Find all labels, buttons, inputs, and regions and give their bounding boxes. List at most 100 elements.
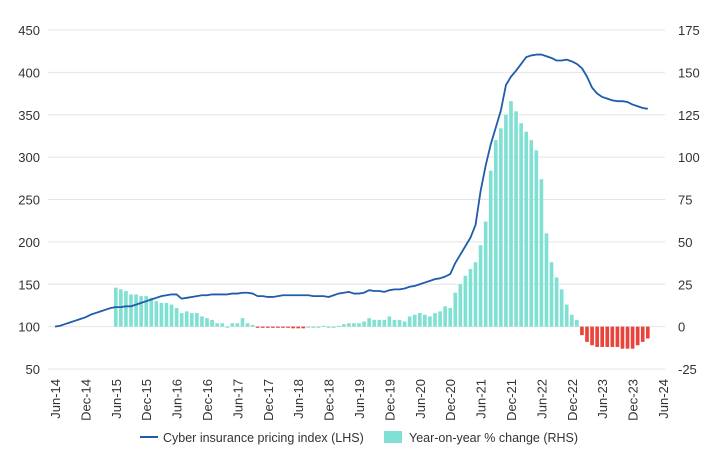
yoy-bar <box>174 307 179 327</box>
yoy-bar <box>139 296 143 327</box>
x-tick-label: Dec-20 <box>443 379 458 421</box>
yoy-bar <box>311 326 316 328</box>
yoy-bar <box>225 326 230 328</box>
yoy-bar <box>549 262 554 327</box>
yoy-bar <box>620 326 625 349</box>
yoy-bar <box>367 318 371 327</box>
yoy-bar <box>387 316 392 327</box>
left-tick-label: 350 <box>18 108 40 123</box>
left-tick-label: 50 <box>26 362 40 377</box>
yoy-bar <box>483 221 488 327</box>
x-tick-label: Jun-15 <box>109 379 124 419</box>
right-tick-label: 75 <box>678 193 692 208</box>
x-tick-label: Dec-15 <box>139 379 154 421</box>
x-tick-label: Jun-17 <box>230 379 245 419</box>
x-axis: Jun-14 Dec-14 Jun-15 Dec-15 Jun-16 Dec-16 Jun-… <box>48 379 671 421</box>
yoy-bar <box>154 301 159 327</box>
yoy-bar <box>509 101 513 327</box>
yoy-bar <box>250 324 255 327</box>
yoy-bar <box>569 314 574 327</box>
yoy-bar <box>488 170 493 327</box>
yoy-bar <box>179 313 184 327</box>
yoy-bar <box>407 316 412 327</box>
legend-bar-swatch <box>384 431 402 443</box>
yoy-bar <box>377 319 382 327</box>
yoy-bar <box>417 313 422 327</box>
line-series-pricing-index <box>54 53 648 328</box>
x-tick-label: Dec-17 <box>261 379 276 421</box>
gridlines <box>48 29 665 370</box>
x-tick-label: Jun-22 <box>534 379 549 419</box>
yoy-bar <box>271 326 275 328</box>
x-tick-label: Dec-16 <box>200 379 215 421</box>
x-tick-label: Jun-16 <box>170 379 185 419</box>
yoy-bar <box>205 318 209 327</box>
x-tick-label: Jun-24 <box>656 379 671 419</box>
right-tick-label: 150 <box>678 65 700 80</box>
yoy-bar <box>473 262 478 327</box>
yoy-bar <box>240 318 245 327</box>
legend-bar-label: Year-on-year % change (RHS) <box>409 431 578 445</box>
x-tick-label: Dec-21 <box>504 379 519 421</box>
right-tick-label: 100 <box>678 150 700 165</box>
yoy-bar <box>255 326 260 328</box>
yoy-bar <box>184 311 189 327</box>
yoy-bar <box>402 321 407 327</box>
left-tick-label: 400 <box>18 65 40 80</box>
yoy-bar <box>245 323 250 327</box>
yoy-bar <box>144 296 149 327</box>
yoy-bar <box>281 326 285 328</box>
yoy-bar <box>316 326 321 328</box>
yoy-bar <box>341 324 346 327</box>
legend-line-label: Cyber insurance pricing index (LHS) <box>163 431 364 445</box>
yoy-bar <box>134 294 138 327</box>
right-tick-label: 25 <box>678 277 692 292</box>
yoy-bar <box>200 316 204 327</box>
yoy-bar <box>463 275 468 327</box>
yoy-bar <box>428 316 432 327</box>
yoy-bar <box>443 306 447 327</box>
yoy-bar <box>352 323 356 327</box>
yoy-bar <box>397 319 402 327</box>
yoy-bar <box>559 289 564 327</box>
x-tick-label: Jun-19 <box>352 379 367 419</box>
yoy-bar <box>169 304 174 327</box>
yoy-bar <box>195 313 199 327</box>
x-tick-label: Dec-14 <box>78 379 93 421</box>
yoy-bar <box>600 326 605 347</box>
yoy-bar <box>149 297 154 327</box>
yoy-bar <box>499 128 503 327</box>
left-tick-label: 100 <box>18 320 40 335</box>
yoy-bar <box>347 323 351 327</box>
yoy-bar <box>230 323 235 327</box>
yoy-bar <box>605 326 610 347</box>
yoy-bar <box>210 319 214 327</box>
yoy-bar <box>630 326 635 349</box>
yoy-bar <box>519 123 523 327</box>
right-axis: 175 150 125 100 75 50 25 0 -25 <box>678 23 700 377</box>
yoy-bar <box>306 326 311 328</box>
yoy-bar <box>448 307 453 327</box>
yoy-bar <box>458 284 463 327</box>
yoy-bar <box>585 326 589 342</box>
yoy-bar <box>276 326 280 328</box>
yoy-bar <box>260 326 265 328</box>
yoy-bar <box>615 326 620 347</box>
yoy-bar <box>164 302 169 327</box>
yoy-bar <box>544 233 549 327</box>
yoy-bar <box>438 311 442 327</box>
yoy-bar <box>645 326 650 339</box>
yoy-bar <box>524 131 529 327</box>
left-tick-label: 300 <box>18 150 40 165</box>
yoy-bar <box>291 326 295 329</box>
yoy-bar <box>124 291 128 327</box>
yoy-bar <box>286 326 290 328</box>
yoy-bar <box>433 313 437 327</box>
x-tick-label: Dec-19 <box>382 379 397 421</box>
yoy-bar <box>265 326 270 328</box>
yoy-bar <box>590 326 594 346</box>
yoy-bar <box>610 326 615 347</box>
yoy-bar <box>372 319 377 327</box>
left-axis: 450 400 350 300 250 200 150 100 50 <box>18 23 40 377</box>
yoy-bar <box>189 313 194 327</box>
